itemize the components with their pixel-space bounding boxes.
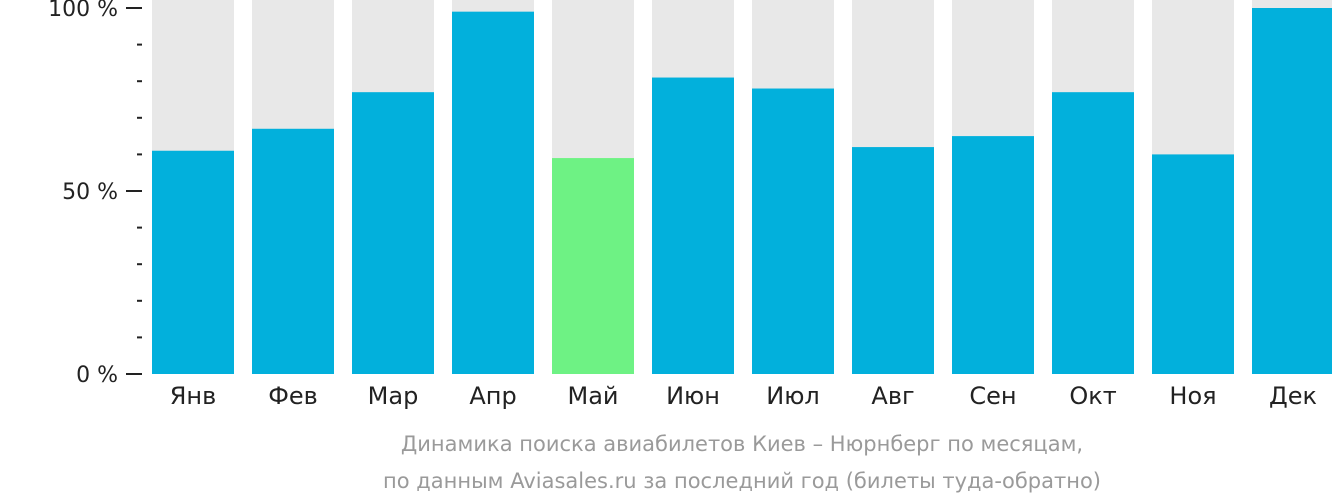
bars-group (152, 0, 1332, 375)
y-tick-label-1: 100 % (48, 0, 118, 22)
x-tick-label-10: Окт (1069, 382, 1116, 410)
bar-11 (1152, 154, 1234, 374)
x-tick-label-2: Фев (268, 382, 318, 410)
x-tick-label-11: Ноя (1169, 382, 1216, 410)
chart-caption-line-1: Динамика поиска авиабилетов Киев – Нюрнб… (401, 432, 1083, 456)
chart-caption-line-2: по данным Aviasales.ru за последний год … (383, 469, 1101, 493)
x-tick-label-9: Сен (969, 382, 1016, 410)
bar-8 (852, 147, 934, 374)
bar-4 (452, 11, 534, 374)
y-tick-label-2: 50 % (62, 180, 118, 205)
x-axis-labels: Янв Фев Мар Апр Май Июн Июл Авг Сен Окт Ноя Дек (170, 382, 1317, 410)
bar-2 (252, 128, 334, 374)
x-tick-label-4: Апр (469, 382, 516, 410)
x-tick-label-8: Авг (871, 382, 914, 410)
bar-3 (352, 92, 434, 375)
bar-6 (652, 77, 734, 374)
y-axis: 100 % 50 % 0 % (48, 0, 142, 388)
y-tick-label-3: 0 % (76, 363, 118, 388)
x-tick-label-5: Май (567, 382, 618, 410)
x-tick-label-7: Июл (766, 382, 820, 410)
x-tick-label-1: Янв (170, 382, 217, 410)
bar-12 (1252, 8, 1332, 374)
x-tick-label-12: Дек (1269, 382, 1317, 410)
bar-10 (1052, 92, 1134, 375)
x-tick-label-6: Июн (666, 382, 720, 410)
x-tick-label-3: Мар (368, 382, 419, 410)
bar-5 (552, 158, 634, 374)
bar-7 (752, 88, 834, 375)
bar-1 (152, 150, 234, 374)
bar-9 (952, 136, 1034, 374)
